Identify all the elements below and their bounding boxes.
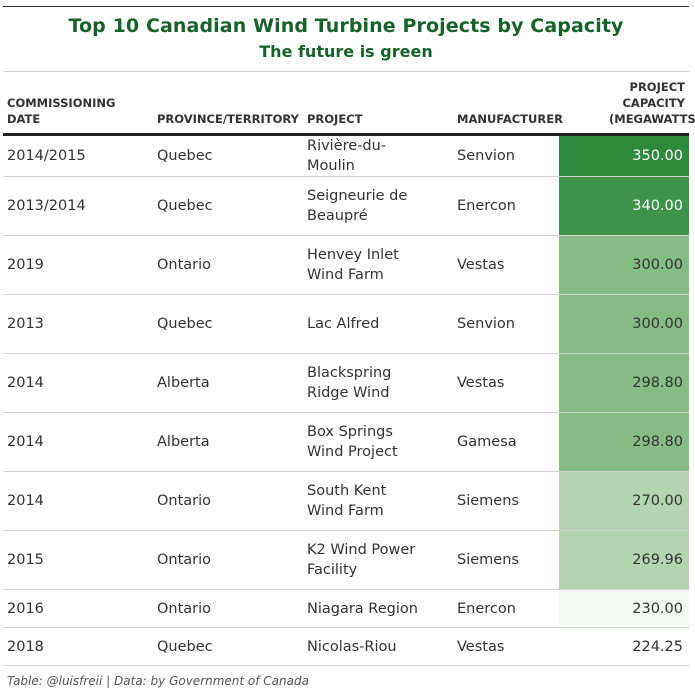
table-row: 2014 Alberta Box Springs Wind Project Games… xyxy=(3,412,689,472)
project-cell: Seigneurie de Beaupré xyxy=(303,176,453,236)
commissioning-date-cell: 2013 xyxy=(3,294,153,354)
header-project: PROJECT xyxy=(303,71,453,136)
header-commissioning-date: COMMISSIONING DATE xyxy=(3,71,153,136)
capacity-cell: 269.96 xyxy=(559,530,689,590)
commissioning-date-cell: 2019 xyxy=(3,235,153,295)
province-cell: Quebec xyxy=(153,176,303,236)
province-cell: Ontario xyxy=(153,530,303,590)
manufacturer-cell: Siemens xyxy=(453,471,559,531)
capacity-cell: 270.00 xyxy=(559,471,689,531)
table-row: 2018 Quebec Nicolas-Riou Vestas 224.25 xyxy=(3,627,689,666)
project-cell: Niagara Region xyxy=(303,589,453,628)
manufacturer-cell: Senvion xyxy=(453,294,559,354)
province-cell: Ontario xyxy=(153,471,303,531)
header-row: COMMISSIONING DATE PROVINCE/TERRITORY PR… xyxy=(3,71,695,136)
commissioning-date-cell: 2014 xyxy=(3,353,153,413)
province-cell: Alberta xyxy=(153,412,303,472)
capacity-cell: 298.80 xyxy=(559,353,689,413)
capacity-cell: 298.80 xyxy=(559,412,689,472)
project-cell: South Kent Wind Farm xyxy=(303,471,453,531)
table-row: 2014 Alberta Blackspring Ridge Wind Vestas 2… xyxy=(3,353,689,413)
capacity-cell: 300.00 xyxy=(559,294,689,354)
commissioning-date-cell: 2013/2014 xyxy=(3,176,153,236)
manufacturer-cell: Enercon xyxy=(453,589,559,628)
province-cell: Quebec xyxy=(153,627,303,666)
province-cell: Quebec xyxy=(153,294,303,354)
table-row: 2014/2015 Quebec Rivière-du-Moulin Senvion 3… xyxy=(3,134,689,177)
capacity-cell: 300.00 xyxy=(559,235,689,295)
project-cell: Box Springs Wind Project xyxy=(303,412,453,472)
commissioning-date-cell: 2014 xyxy=(3,412,153,472)
province-cell: Ontario xyxy=(153,235,303,295)
header-province-territory: PROVINCE/TERRITORY xyxy=(153,71,303,136)
province-cell: Quebec xyxy=(153,134,303,177)
project-cell: Lac Alfred xyxy=(303,294,453,354)
table-container: Top 10 Canadian Wind Turbine Projects by… xyxy=(3,6,695,688)
header-manufacturer: MANUFACTURER xyxy=(453,71,563,136)
capacity-cell: 224.25 xyxy=(559,627,689,666)
table-row: 2015 Ontario K2 Wind Power Facility Siemens… xyxy=(3,530,689,590)
commissioning-date-cell: 2018 xyxy=(3,627,153,666)
commissioning-date-cell: 2016 xyxy=(3,589,153,628)
manufacturer-cell: Enercon xyxy=(453,176,559,236)
commissioning-date-cell: 2015 xyxy=(3,530,153,590)
capacity-cell: 350.00 xyxy=(559,134,689,177)
capacity-cell: 230.00 xyxy=(559,589,689,628)
table-subtitle: The future is green xyxy=(259,42,433,61)
province-cell: Ontario xyxy=(153,589,303,628)
top-rule xyxy=(3,6,689,7)
project-cell: Rivière-du-Moulin xyxy=(303,134,453,177)
project-cell: Henvey Inlet Wind Farm xyxy=(303,235,453,295)
manufacturer-cell: Vestas xyxy=(453,353,559,413)
manufacturer-cell: Senvion xyxy=(453,134,559,177)
table-row: 2014 Ontario South Kent Wind Farm Siemens 27… xyxy=(3,471,689,531)
commissioning-date-cell: 2014/2015 xyxy=(3,134,153,177)
header-project-capacity: PROJECT CAPACITY (MEGAWATTS) xyxy=(559,71,695,136)
manufacturer-cell: Vestas xyxy=(453,235,559,295)
manufacturer-cell: Siemens xyxy=(453,530,559,590)
table-row: 2013 Quebec Lac Alfred Senvion 300.00 xyxy=(3,294,689,354)
project-cell: Nicolas-Riou xyxy=(303,627,453,666)
projects-table: COMMISSIONING DATE PROVINCE/TERRITORY PR… xyxy=(3,71,695,666)
table-title: Top 10 Canadian Wind Turbine Projects by… xyxy=(68,15,624,37)
manufacturer-cell: Vestas xyxy=(453,627,559,666)
manufacturer-cell: Gamesa xyxy=(453,412,559,472)
project-cell: Blackspring Ridge Wind xyxy=(303,353,453,413)
project-cell: K2 Wind Power Facility xyxy=(303,530,453,590)
province-cell: Alberta xyxy=(153,353,303,413)
commissioning-date-cell: 2014 xyxy=(3,471,153,531)
table-caption: Table: @luisfreii | Data: by Government … xyxy=(7,674,309,688)
capacity-cell: 340.00 xyxy=(559,176,689,236)
table-row: 2016 Ontario Niagara Region Enercon 230.00 xyxy=(3,589,689,628)
table-row: 2019 Ontario Henvey Inlet Wind Farm Vestas 3… xyxy=(3,235,689,295)
table-row: 2013/2014 Quebec Seigneurie de Beaupré Ener… xyxy=(3,176,689,236)
